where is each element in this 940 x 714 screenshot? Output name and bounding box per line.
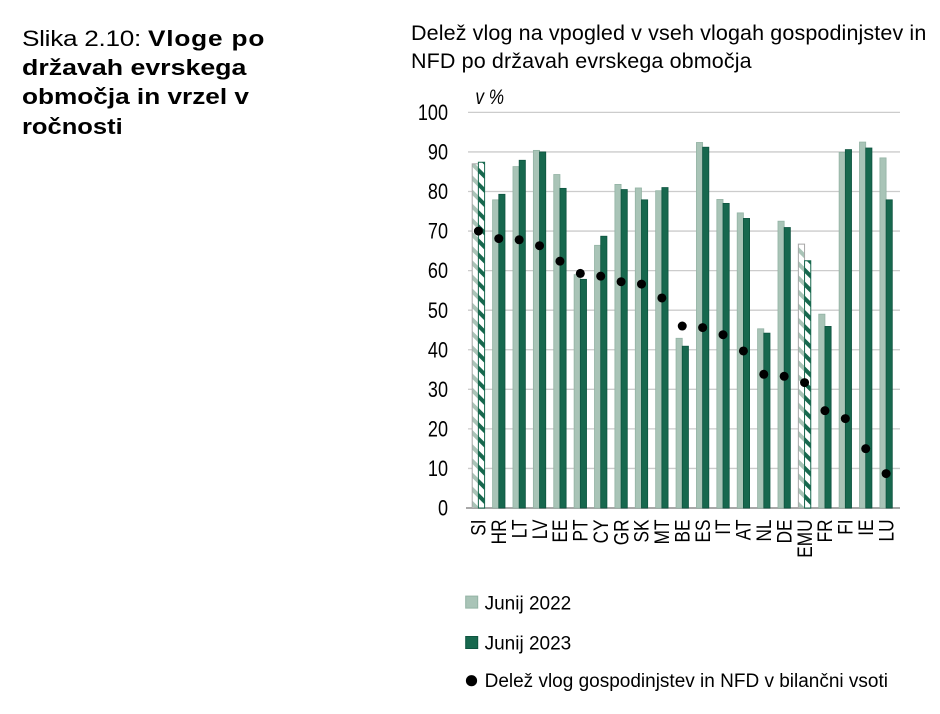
svg-text:90: 90 <box>428 141 448 165</box>
svg-text:LU: LU <box>876 520 899 542</box>
svg-text:70: 70 <box>428 220 448 244</box>
svg-text:Delež vlog gospodinjstev in NF: Delež vlog gospodinjstev in NFD v bilanč… <box>485 671 888 692</box>
svg-text:MT: MT <box>652 519 675 544</box>
svg-text:PT: PT <box>570 519 593 541</box>
svg-text:60: 60 <box>428 260 448 284</box>
svg-text:Junij 2023: Junij 2023 <box>485 634 572 655</box>
svg-text:EMU: EMU <box>794 520 817 558</box>
svg-text:100: 100 <box>418 101 448 125</box>
svg-text:FR: FR <box>815 520 838 543</box>
svg-text:40: 40 <box>428 339 448 363</box>
svg-text:HR: HR <box>488 520 511 545</box>
svg-text:20: 20 <box>428 418 448 442</box>
svg-text:Junij 2022: Junij 2022 <box>485 593 572 614</box>
svg-text:ES: ES <box>692 520 715 543</box>
svg-text:BE: BE <box>672 520 695 543</box>
svg-text:50: 50 <box>428 299 448 323</box>
svg-text:LV: LV <box>529 519 552 539</box>
svg-text:IE: IE <box>855 520 878 536</box>
svg-text:v %: v % <box>475 87 504 110</box>
svg-text:10: 10 <box>428 457 448 481</box>
svg-text:FI: FI <box>835 520 858 535</box>
svg-text:GR: GR <box>611 520 634 546</box>
svg-text:AT: AT <box>733 519 756 540</box>
svg-text:SK: SK <box>631 519 654 542</box>
svg-text:CY: CY <box>590 519 613 543</box>
svg-text:SI: SI <box>468 520 491 536</box>
svg-text:DE: DE <box>774 520 797 544</box>
svg-text:IT: IT <box>713 519 736 535</box>
svg-text:80: 80 <box>428 180 448 204</box>
svg-text:0: 0 <box>438 497 448 521</box>
svg-text:EE: EE <box>550 520 573 543</box>
svg-text:LT: LT <box>509 519 532 538</box>
svg-text:NL: NL <box>753 519 776 541</box>
svg-text:30: 30 <box>428 378 448 402</box>
